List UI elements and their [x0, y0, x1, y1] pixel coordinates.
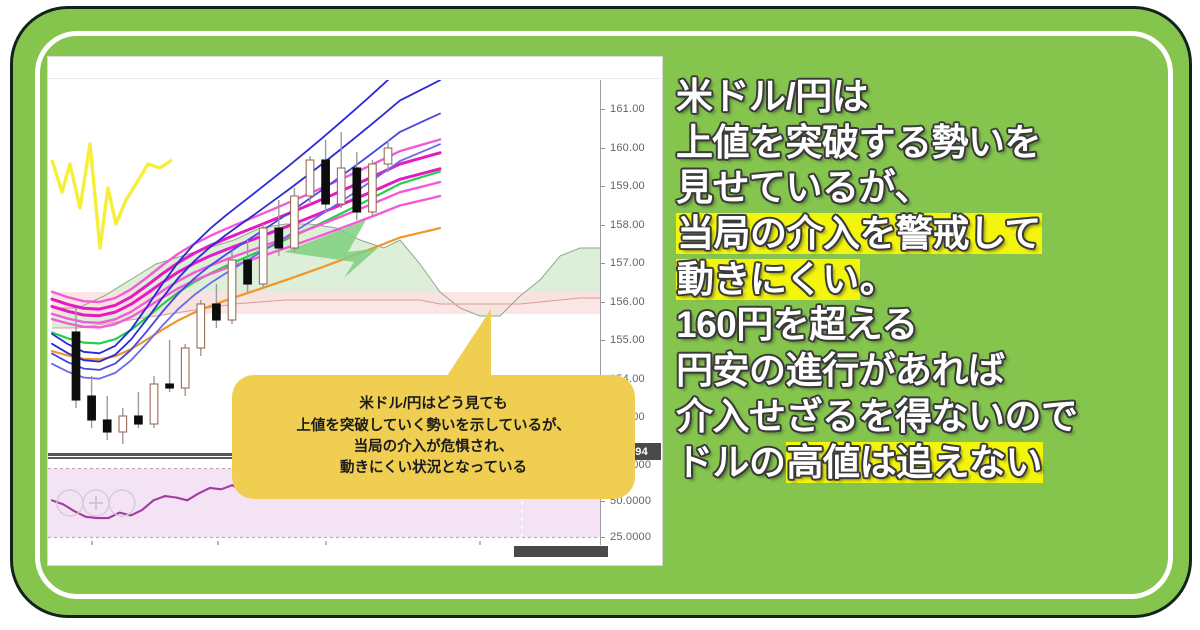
price-axis-tick-label: 158.00	[610, 218, 645, 231]
headline-seg: 円安の進行があれば	[676, 350, 1005, 392]
price-axis-tick: 156.00	[601, 295, 662, 308]
rsi-axis-tick-label: 25.0000	[610, 531, 652, 543]
headline-seg: 見せているが、	[676, 167, 931, 209]
chart-toolbar-strip	[48, 57, 662, 79]
headline-seg: 高値は追えない	[785, 441, 1043, 483]
headline-seg: 。	[859, 258, 897, 300]
frame-inner-outline	[35, 31, 1173, 599]
rsi-axis-tick-label: 50.0000	[610, 495, 652, 507]
headline-line-7: 円安の進行があれば	[676, 348, 1186, 394]
headline-seg: 動きにくい	[676, 258, 860, 300]
price-axis-tick-label: 156.00	[610, 295, 645, 308]
headline-line-4: 当局の介入を警戒して	[676, 211, 1186, 257]
fx-chart-card[interactable]: 161.00 160.00 159.00 158.00 157.00 156.00 155.…	[47, 56, 663, 566]
speech-bubble: 米ドル/円はどう見ても 上値を突破していく勢いを示しているが、 当局の介入が危惧…	[232, 375, 635, 499]
price-axis-tick-label: 161.00	[610, 103, 645, 115]
price-axis-tick: 161.00	[601, 103, 662, 115]
speech-bubble-text: 米ドル/円はどう見ても 上値を突破していく勢いを示しているが、 当局の介入が危惧…	[296, 396, 571, 477]
headline-seg: 当局の介入を警戒して	[676, 213, 1042, 255]
price-axis-tick: 155.00	[601, 334, 662, 346]
headline-seg: 上値を突破する勢いを	[676, 121, 1042, 163]
headline-seg: 160円を超える	[676, 304, 918, 346]
price-axis-tick: 160.00	[601, 141, 662, 154]
headline-line-3: 見せているが、	[676, 165, 1186, 211]
headline-line-1: 米ドル/円は	[676, 74, 1186, 120]
price-axis-tick: 159.00	[601, 180, 662, 192]
rsi-axis-tick: 25.0000	[601, 531, 662, 543]
headline-line-5: 動きにくい。	[676, 257, 1186, 303]
headline-seg: 介入せざるを得ないので	[676, 395, 1078, 437]
price-axis-tick: 158.00	[601, 218, 662, 231]
price-axis-tick-label: 160.00	[610, 141, 645, 154]
price-chart-svg	[50, 80, 602, 444]
headline-seg: ドルの	[676, 441, 786, 483]
price-axis-tick-label: 159.00	[610, 180, 645, 192]
price-axis-tick: 157.00	[601, 257, 662, 269]
time-axis-labels	[514, 546, 608, 557]
rsi-axis-tick: 50.0000	[601, 495, 662, 507]
headline-line-2: 上値を突破する勢いを	[676, 120, 1186, 166]
price-axis-tick-label: 155.00	[610, 334, 645, 346]
price-axis-tick-label: 157.00	[610, 257, 645, 269]
headline-line-9: ドルの高値は追えない	[676, 440, 1186, 486]
headline-seg: 米ドル/円は	[676, 76, 869, 117]
headline-block: 米ドル/円は 上値を突破する勢いを 見せているが、 当局の介入を警戒して 動きにくい。 1…	[676, 74, 1186, 574]
headline-line-8: 介入せざるを得ないので	[676, 394, 1186, 440]
headline-line-6: 160円を超える	[676, 302, 1186, 348]
